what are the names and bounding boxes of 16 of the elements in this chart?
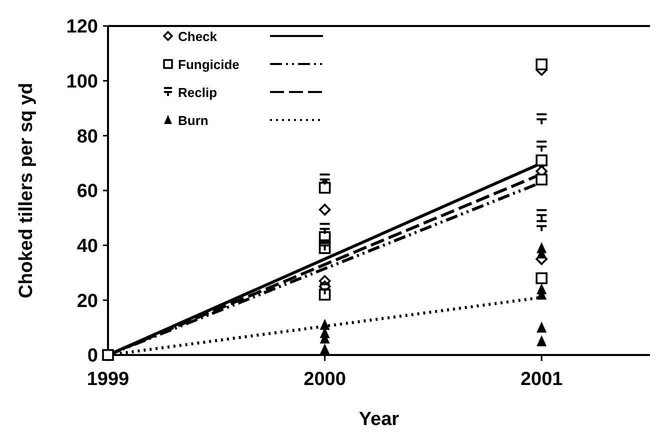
legend-label: Reclip: [178, 85, 218, 100]
x-axis-title: Year: [358, 409, 400, 430]
legend-label: Check: [178, 29, 218, 44]
y-tick-label: 120: [66, 16, 98, 38]
x-tick-label: 1999: [86, 369, 130, 390]
y-tick-label: 60: [76, 181, 98, 202]
y-tick-label: 100: [66, 71, 98, 92]
y-tick-label: 0: [87, 346, 98, 367]
x-tick-label: 2000: [304, 369, 346, 390]
y-tick-label: 20: [76, 290, 98, 312]
y-axis-title: Choked tillers per sq yd: [16, 82, 37, 298]
y-tick-label: 40: [76, 236, 98, 257]
legend-label: Burn: [178, 113, 208, 128]
x-tick-label: 2001: [520, 369, 564, 390]
legend-label: Fungicide: [178, 57, 240, 72]
y-tick-label: 80: [76, 126, 98, 148]
